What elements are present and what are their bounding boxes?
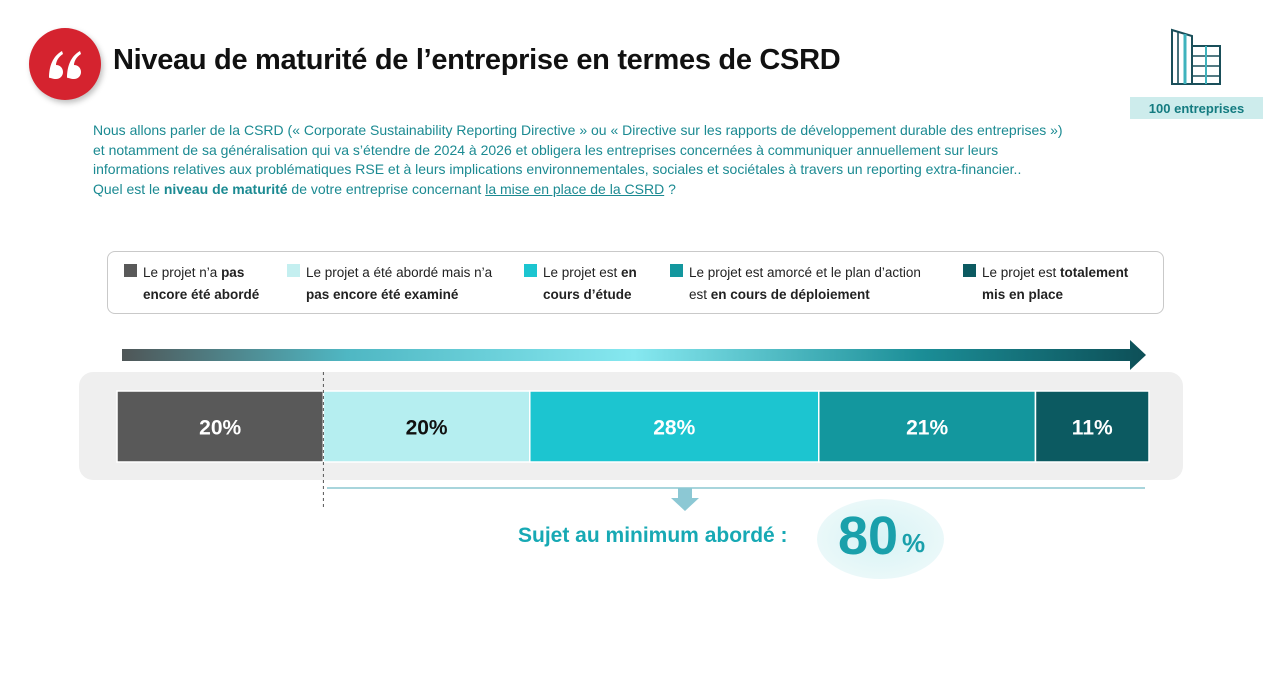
legend-text: Le projet est (543, 265, 622, 280)
legend-swatch (963, 264, 976, 277)
bracket-line (327, 487, 1145, 489)
arrow-down-icon (671, 488, 699, 511)
question-mid: de votre entreprise concernant (287, 180, 486, 197)
progression-arrow (122, 340, 1146, 370)
legend-strong: totalement (1060, 265, 1129, 280)
legend-text: Le projet n’a (143, 265, 222, 280)
legend-strong: pas encore été examiné (306, 287, 459, 302)
legend-item: Le projet est amorcé et le plan d’action… (670, 262, 921, 306)
summary-unit: % (902, 528, 926, 558)
quote-badge (29, 28, 101, 100)
legend-text: Le projet est (982, 265, 1061, 280)
building-icon (1171, 28, 1221, 85)
legend-swatch (287, 264, 300, 277)
summary-label: Sujet au minimum abordé : (518, 524, 788, 547)
legend-strong: pas (221, 265, 245, 280)
question-link: la mise en place de la CSRD (485, 180, 665, 197)
legend-item: Le projet a été abordé mais n’a pas enco… (287, 262, 492, 306)
intro-line: informations relatives aux problématique… (93, 161, 1022, 177)
legend-item: Le projet est en cours d’étude (524, 262, 637, 306)
bar-panel (79, 372, 1183, 480)
legend-text: Le projet a été abordé mais n’a (306, 265, 493, 280)
intro-line: et notamment de sa généralisation qui va… (93, 141, 999, 158)
question-line: Quel est le niveau de maturité de votre … (93, 180, 1133, 200)
legend-swatch (670, 264, 683, 277)
question-pre: Quel est le (93, 180, 164, 197)
legend-swatch (524, 264, 537, 277)
legend-strong: mis en place (982, 287, 1064, 302)
page-title: Niveau de maturité de l’entreprise en te… (113, 44, 841, 76)
legend: Le projet n’a pas encore été abordé Le p… (107, 251, 1164, 314)
legend-strong: en cours de déploiement (710, 287, 870, 302)
intro-line: Nous allons parler de la CSRD (« Corpora… (93, 122, 1063, 138)
legend-text: est (689, 287, 711, 302)
legend-swatch (124, 264, 137, 277)
sample-size-badge: 100 entreprises (1130, 97, 1263, 119)
question-strong: niveau de maturité (163, 180, 288, 197)
quote-marks-icon (49, 51, 81, 79)
legend-strong: en (621, 265, 637, 280)
legend-item: Le projet n’a pas encore été abordé (124, 262, 259, 306)
question-post: ? (664, 180, 676, 197)
summary-bubble (817, 499, 944, 579)
legend-strong: cours d’étude (543, 287, 632, 302)
intro-text: Nous allons parler de la CSRD (« Corpora… (93, 121, 1133, 199)
legend-item: Le projet est totalement mis en place (963, 262, 1128, 306)
legend-strong: encore été abordé (143, 287, 260, 302)
legend-text: Le projet est amorcé et le plan d’action (689, 265, 921, 280)
summary-value: 80 (838, 506, 899, 566)
